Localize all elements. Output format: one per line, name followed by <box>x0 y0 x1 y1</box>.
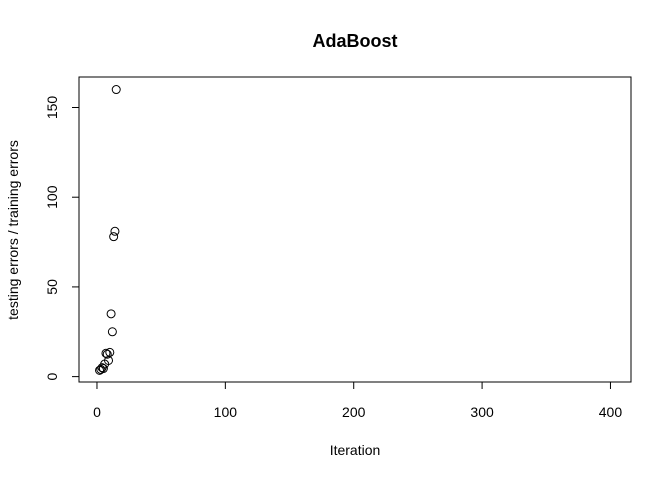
chart-title: AdaBoost <box>313 31 398 51</box>
y-tick-label: 0 <box>44 373 60 381</box>
data-point <box>98 364 108 374</box>
data-points <box>95 85 121 375</box>
data-point <box>107 327 117 337</box>
y-tick-label: 50 <box>44 279 60 295</box>
plot-area <box>78 76 632 383</box>
x-tick-label: 100 <box>214 404 238 420</box>
y-axis-label: testing errors / training errors <box>5 140 21 320</box>
y-tick-label: 150 <box>44 96 60 120</box>
x-tick-label: 200 <box>342 404 366 420</box>
data-point <box>109 232 119 242</box>
x-axis-label: Iteration <box>330 442 381 458</box>
data-point <box>102 349 112 359</box>
data-point <box>105 347 115 357</box>
x-tick-label: 0 <box>93 404 101 420</box>
x-axis-ticks: 0 100 200 300 400 <box>93 382 622 420</box>
x-tick-label: 400 <box>599 404 623 420</box>
y-axis-ticks: 0 50 100 150 <box>44 96 79 381</box>
y-tick-label: 100 <box>44 185 60 209</box>
data-point <box>106 309 116 319</box>
data-point <box>111 85 121 95</box>
data-point <box>110 226 120 236</box>
x-tick-label: 300 <box>470 404 494 420</box>
